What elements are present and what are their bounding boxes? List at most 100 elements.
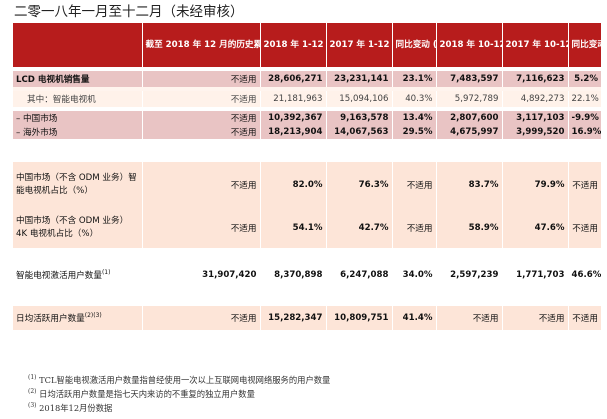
cell-2018: 82.0%	[259, 162, 326, 208]
cell-q2017: 不适用	[501, 306, 568, 330]
spacer-row	[13, 292, 601, 306]
cell-2017: 6,247,088	[325, 258, 392, 292]
cell-q2018: 58.9%	[435, 208, 502, 248]
cell-2018: 21,181,963	[259, 91, 326, 107]
cell-yoy: 13.4%	[391, 111, 436, 125]
spacer-row	[13, 87, 601, 91]
footnote-mark: (2)	[28, 388, 37, 396]
cell-2017: 14,067,563	[325, 125, 392, 139]
table-row-china-market: – 中国市场 不适用 10,392,367 9,163,578 13.4% 2,…	[13, 111, 601, 125]
cell-yoy-q: 不适用	[567, 306, 601, 330]
cell-q2018: 5,972,789	[435, 91, 502, 107]
cell-yoy: 29.5%	[391, 125, 436, 139]
cell-yoy: 40.3%	[391, 91, 436, 107]
cell-q2017: 3,117,103	[501, 111, 568, 125]
cell-yoy-q: 46.6%	[567, 258, 601, 292]
cell-yoy-q: 22.1%	[567, 91, 601, 107]
cell-yoy-q: -9.9%	[567, 111, 601, 125]
cell-yoy: 23.1%	[391, 71, 436, 87]
cell-q2017: 3,999,520	[501, 125, 568, 139]
row-label-text: 日均活跃用户数量	[16, 314, 85, 324]
row-label: 中国市场（不含 ODM 业务）智能电视机占比（%）	[13, 162, 142, 208]
table-row-smart-share: 中国市场（不含 ODM 业务）智能电视机占比（%） 不适用 82.0% 76.3…	[13, 162, 601, 208]
footnote-text: TCL智能电视激活用户数量指曾经使用一次以上互联网电视网络服务的用户数量	[39, 375, 331, 385]
cell-2017: 9,163,578	[325, 111, 392, 125]
header-yoy-full-year: 同比变动 (%)	[391, 23, 436, 67]
cell-2018: 54.1%	[259, 208, 326, 248]
spacer-row	[13, 248, 601, 258]
footnote-mark: (3)	[28, 402, 37, 410]
cell-q2018: 7,483,597	[435, 71, 502, 87]
footnote-1: (1) TCL智能电视激活用户数量指曾经使用一次以上互联网电视网络服务的用户数量	[28, 374, 330, 386]
footnote-mark: (2)(3)	[84, 312, 102, 320]
cell-cumulative: 31,907,420	[141, 258, 260, 292]
cell-q2017: 79.9%	[501, 162, 568, 208]
cell-2018: 8,370,898	[259, 258, 326, 292]
cell-yoy: 34.0%	[391, 258, 436, 292]
header-2017-q4: 2017 年 10-12 月	[501, 23, 568, 67]
page-title: 二零一八年一月至十二月（未经审核）	[14, 4, 244, 20]
table-row-lcd: LCD 电视机销售量 不适用 28,606,271 23,231,141 23.…	[13, 71, 601, 87]
cell-cumulative: 不适用	[141, 306, 260, 330]
cell-yoy-q: 不适用	[567, 208, 601, 248]
footnote-2: (2) 日均活跃用户数量是指七天内来访的不重复的独立用户数量	[28, 388, 255, 400]
cell-cumulative: 不适用	[141, 71, 260, 87]
cell-2017: 42.7%	[325, 208, 392, 248]
cell-q2017: 4,892,273	[501, 91, 568, 107]
cell-q2018: 83.7%	[435, 162, 502, 208]
cell-q2017: 7,116,623	[501, 71, 568, 87]
cell-cumulative: 不适用	[141, 162, 260, 208]
cell-yoy: 41.4%	[391, 306, 436, 330]
footnote-text: 2018年12月份数据	[39, 403, 113, 413]
table-row-daily-active-users: 日均活跃用户数量(2)(3) 不适用 15,282,347 10,809,751…	[13, 306, 601, 330]
cell-cumulative: 不适用	[141, 91, 260, 107]
row-label: 智能电视激活用户数量(1)	[13, 258, 142, 292]
spacer-row	[13, 139, 601, 162]
table-row-4k-share: 中国市场（不含 ODM 业务）4K 电视机占比（%） 不适用 54.1% 42.…	[13, 208, 601, 248]
row-label: 中国市场（不含 ODM 业务）4K 电视机占比（%）	[13, 208, 142, 248]
row-label: – 中国市场	[13, 111, 142, 125]
cell-2017: 10,809,751	[325, 306, 392, 330]
cell-2018: 10,392,367	[259, 111, 326, 125]
cell-q2018: 4,675,997	[435, 125, 502, 139]
header-2017-full-year: 2017 年 1-12 月	[325, 23, 392, 67]
cell-2017: 76.3%	[325, 162, 392, 208]
cell-cumulative: 不适用	[141, 125, 260, 139]
cell-2018: 18,213,904	[259, 125, 326, 139]
cell-q2018: 2,597,239	[435, 258, 502, 292]
cell-cumulative: 不适用	[141, 208, 260, 248]
cell-yoy-q: 16.9%	[567, 125, 601, 139]
cell-2017: 15,094,106	[325, 91, 392, 107]
cell-q2018: 不适用	[435, 306, 502, 330]
header-cumulative: 截至 2018 年 12 月的历史累计	[141, 23, 260, 67]
header-yoy-q4: 同比变动 (%)	[567, 23, 601, 67]
header-2018-full-year: 2018 年 1-12 月	[259, 23, 326, 67]
cell-2018: 15,282,347	[259, 306, 326, 330]
cell-yoy-q: 5.2%	[567, 71, 601, 87]
cell-cumulative: 不适用	[141, 111, 260, 125]
row-label: 日均活跃用户数量(2)(3)	[13, 306, 142, 330]
footnote-mark: (1)	[101, 269, 111, 277]
spacer-row	[13, 107, 601, 111]
footnote-mark: (1)	[28, 374, 37, 382]
cell-q2017: 47.6%	[501, 208, 568, 248]
cell-q2018: 2,807,600	[435, 111, 502, 125]
table-row-smart-tv: 其中：智能电视机 不适用 21,181,963 15,094,106 40.3%…	[13, 91, 601, 107]
sales-table: 截至 2018 年 12 月的历史累计 2018 年 1-12 月 2017 年…	[13, 23, 601, 330]
row-label: 其中：智能电视机	[13, 91, 142, 107]
cell-yoy: 不适用	[391, 162, 436, 208]
footnote-3: (3) 2018年12月份数据	[28, 402, 112, 414]
cell-q2017: 1,771,703	[501, 258, 568, 292]
table-row-overseas-market: – 海外市场 不适用 18,213,904 14,067,563 29.5% 4…	[13, 125, 601, 139]
row-label: LCD 电视机销售量	[13, 71, 142, 87]
cell-yoy: 不适用	[391, 208, 436, 248]
spacer-row	[13, 67, 601, 71]
header-blank	[13, 23, 142, 67]
header-2018-q4: 2018 年 10-12 月	[435, 23, 502, 67]
cell-yoy-q: 不适用	[567, 162, 601, 208]
row-label-text: 智能电视激活用户数量	[16, 271, 102, 281]
table-header-row: 截至 2018 年 12 月的历史累计 2018 年 1-12 月 2017 年…	[13, 23, 601, 67]
row-label: – 海外市场	[13, 125, 142, 139]
cell-2017: 23,231,141	[325, 71, 392, 87]
cell-2018: 28,606,271	[259, 71, 326, 87]
